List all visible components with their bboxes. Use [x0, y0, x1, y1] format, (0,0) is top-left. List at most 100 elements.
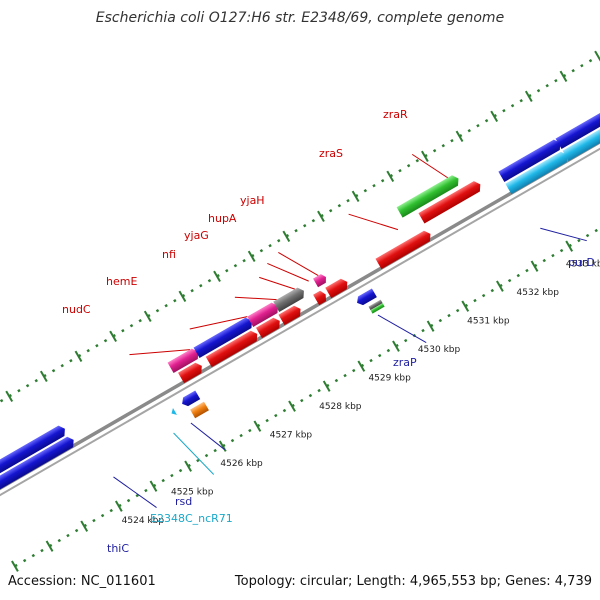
- gene-purE-cyan[interactable]: [562, 111, 600, 162]
- gene-zraR[interactable]: [396, 173, 462, 218]
- forward-strand-genes: [0, 99, 600, 490]
- label-yjaH: yjaH: [240, 194, 265, 207]
- label-hupA: hupA: [208, 212, 237, 225]
- outer-major-tick: [5, 390, 14, 403]
- scale-label: 4528 kbp: [319, 402, 362, 412]
- nfi-leader: [234, 296, 277, 301]
- gene-purE-fwd[interactable]: [555, 99, 600, 150]
- outer-major-tick: [178, 290, 187, 303]
- rsd-leader: [190, 422, 226, 451]
- scale-label: 4531 kbp: [467, 317, 510, 327]
- label-nfi: nfi: [162, 248, 176, 261]
- ncR71-leader: [173, 432, 215, 475]
- nudC-leader: [129, 349, 191, 356]
- gene-left-fwd[interactable]: [0, 424, 68, 490]
- gene-zraR-red[interactable]: [418, 179, 483, 224]
- inner-major-tick: [461, 300, 470, 312]
- page-title: Escherichia coli O127:H6 str. E2348/69, …: [95, 10, 505, 26]
- inner-major-tick: [357, 360, 366, 372]
- label-hemE: hemE: [106, 275, 137, 288]
- scale-label: 4527 kbp: [270, 431, 313, 441]
- gene-thiC[interactable]: [0, 435, 77, 503]
- outer-major-tick: [282, 230, 291, 243]
- scale-label: 4524 kbp: [122, 516, 165, 526]
- purD-leader: [540, 227, 587, 242]
- gene-zraP-gray[interactable]: [368, 299, 383, 311]
- gene-hupA[interactable]: [313, 289, 329, 306]
- gene-yjaH[interactable]: [313, 273, 328, 288]
- inner-major-tick: [565, 240, 574, 252]
- outer-major-tick: [490, 110, 499, 123]
- outer-major-tick: [594, 50, 600, 63]
- inner-major-tick: [218, 440, 227, 452]
- zraP-leader: [377, 314, 427, 344]
- inner-dot-track: [14, 185, 600, 568]
- gene-nfi-rev[interactable]: [255, 316, 283, 339]
- zraS-leader: [348, 213, 399, 231]
- gene-hemE-rev[interactable]: [205, 329, 260, 368]
- hupA-leader: [267, 262, 309, 282]
- gene-nudC[interactable]: [167, 347, 202, 373]
- outer-major-tick: [524, 90, 533, 103]
- outer-major-tick: [74, 350, 83, 363]
- gene-ncR71[interactable]: [170, 407, 177, 417]
- inner-major-tick: [288, 400, 296, 412]
- scale-label: 4529 kbp: [368, 374, 411, 384]
- outer-major-tick: [317, 210, 325, 223]
- label-zraR: zraR: [383, 108, 408, 121]
- backbone-line-inner: [0, 125, 600, 508]
- forward-strand-genes-row2: [0, 111, 600, 503]
- scale-labels: 4524 kbp 4525 kbp 4526 kbp 4527 kbp 4528 kbp…: [122, 260, 600, 527]
- label-thiC: thiC: [107, 542, 129, 555]
- outer-major-tick: [247, 250, 256, 263]
- yjaH-leader: [278, 252, 319, 277]
- reverse-strand-genes: [170, 288, 385, 419]
- label-nudC: nudC: [62, 303, 91, 316]
- label-E2348C_ncR71: E2348C_ncR71: [150, 512, 233, 525]
- scale-label: 4532 kbp: [517, 288, 560, 298]
- gene-hemE[interactable]: [193, 316, 255, 358]
- scale-label: 4530 kbp: [418, 345, 461, 355]
- gene-zraP-green[interactable]: [370, 303, 385, 314]
- gene-yjaG[interactable]: [273, 286, 307, 312]
- gene-purD-fwd[interactable]: [498, 138, 563, 182]
- label-zraS: zraS: [319, 147, 343, 160]
- gene-orange[interactable]: [190, 401, 209, 419]
- gene-zraP-blue[interactable]: [355, 288, 377, 308]
- scale-label: 4533 kbp: [566, 260, 600, 270]
- inner-major-tick: [114, 500, 123, 512]
- gene-rsd[interactable]: [180, 390, 201, 409]
- label-rsd: rsd: [175, 495, 192, 508]
- gene-yjaG-rev[interactable]: [278, 304, 303, 326]
- outer-major-tick: [39, 370, 48, 383]
- gene-yjaH-red[interactable]: [325, 277, 350, 299]
- inner-major-tick: [426, 320, 435, 332]
- hemE-leader: [189, 316, 248, 330]
- outer-major-tick: [386, 170, 395, 183]
- gene-purD[interactable]: [505, 150, 570, 195]
- scale-label: 4526 kbp: [220, 459, 263, 469]
- accession-text: Accession: NC_011601: [8, 574, 156, 589]
- inner-major-tick: [530, 260, 539, 272]
- inner-major-tick: [392, 340, 400, 352]
- inner-major-tick: [11, 560, 19, 572]
- gene-zraS[interactable]: [375, 229, 433, 270]
- label-purD: purD: [568, 256, 595, 269]
- topology-text: Topology: circular; Length: 4,965,553 bp…: [234, 574, 592, 589]
- outer-major-tick: [455, 130, 464, 143]
- gene-label-layer: nudC hemE nfi yjaG hupA yjaH zraS zraR z…: [62, 108, 595, 555]
- inner-major-tick: [80, 520, 89, 532]
- outer-major-tick: [213, 270, 221, 283]
- label-zraP: zraP: [393, 356, 417, 369]
- outer-major-tick: [559, 70, 568, 83]
- outer-major-tick: [109, 330, 117, 343]
- gene-nudC-rev[interactable]: [178, 361, 205, 384]
- inner-major-tick: [496, 280, 504, 292]
- inner-major-tick: [149, 480, 158, 492]
- major-ticks: [5, 50, 600, 572]
- thiC-leader: [113, 476, 157, 508]
- gene-nfi[interactable]: [247, 301, 281, 327]
- label-yjaG: yjaG: [184, 229, 209, 242]
